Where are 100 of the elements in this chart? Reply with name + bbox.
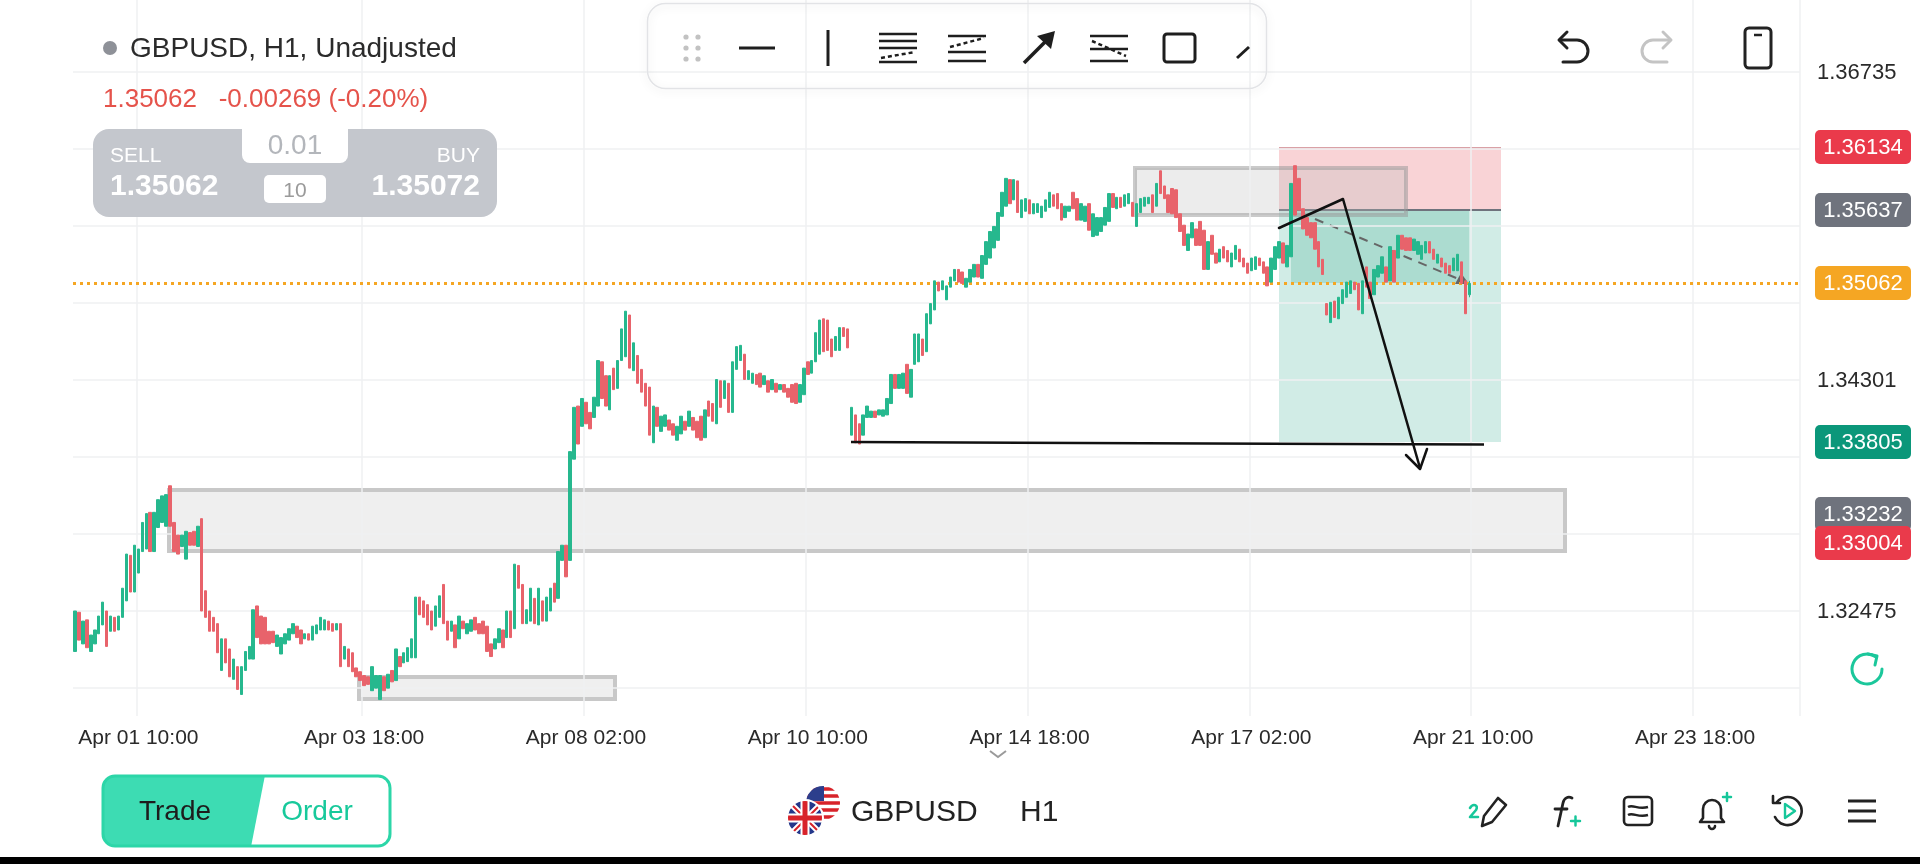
x-tick-label: Apr 10 10:00 <box>747 725 868 748</box>
candlestick <box>1008 179 1012 205</box>
candlestick <box>1087 203 1091 231</box>
candlestick <box>1408 237 1412 251</box>
text: Order <box>281 795 353 826</box>
candlestick <box>378 675 382 701</box>
y-tick-label: 1.32475 <box>1817 597 1897 623</box>
candlestick <box>1083 205 1087 222</box>
candlestick <box>723 380 726 399</box>
candlestick <box>398 656 402 668</box>
candlestick <box>414 596 417 659</box>
candlestick <box>921 338 924 356</box>
candlestick <box>917 333 920 363</box>
candlestick <box>850 406 853 436</box>
candlestick <box>1107 193 1111 222</box>
annotation: 1.35072 <box>371 168 480 201</box>
candlestick <box>1147 196 1150 205</box>
candlestick <box>727 382 730 413</box>
candlestick <box>1293 165 1297 216</box>
candlestick <box>232 658 235 680</box>
candlestick <box>271 630 275 644</box>
candlestick <box>1012 179 1015 201</box>
candlestick <box>469 619 473 632</box>
candlestick <box>576 405 580 445</box>
text: GBPUSD, H1, Unadjusted <box>130 32 457 63</box>
candlestick <box>533 597 536 625</box>
candlestick <box>897 373 901 389</box>
candlestick <box>1357 282 1360 311</box>
text: 1.33805 <box>1823 429 1903 454</box>
candlestick <box>537 587 540 626</box>
candlestick <box>418 596 421 616</box>
candlestick <box>1222 246 1225 259</box>
candlestick <box>509 610 512 639</box>
candlestick <box>1063 205 1067 219</box>
candlestick <box>755 373 758 386</box>
x-tick-label: Apr 08 02:00 <box>525 725 647 748</box>
candlestick <box>1036 203 1039 214</box>
candlestick <box>699 415 703 441</box>
candlestick <box>358 671 362 682</box>
candlestick <box>747 370 750 381</box>
candlestick <box>751 372 754 384</box>
candlestick <box>770 379 774 391</box>
candlestick <box>580 397 584 427</box>
candlestick <box>1468 280 1471 298</box>
candlestick <box>263 616 267 645</box>
candlestick <box>1151 194 1154 214</box>
candlestick <box>164 494 168 527</box>
text: GBPUSD <box>851 794 978 827</box>
x-tick-label: Apr 17 02:00 <box>1191 725 1312 748</box>
candlestick <box>695 420 699 439</box>
candlestick <box>683 420 687 431</box>
candlestick <box>1032 203 1035 215</box>
candlestick <box>390 669 394 683</box>
candlestick <box>453 624 457 649</box>
candlestick <box>1456 253 1459 272</box>
candlestick <box>743 353 746 381</box>
candlestick <box>1159 170 1162 195</box>
candlestick <box>343 645 346 660</box>
candlestick <box>822 318 825 353</box>
candlestick <box>366 676 370 685</box>
candlestick <box>184 530 188 560</box>
candlestick <box>794 382 798 405</box>
candlestick <box>505 610 508 639</box>
candlestick <box>461 620 465 630</box>
candlestick <box>299 629 303 645</box>
candlestick <box>450 620 453 632</box>
candlestick <box>711 403 714 422</box>
candlestick <box>937 281 940 292</box>
candlestick <box>81 620 85 645</box>
candlestick <box>1380 256 1384 274</box>
candlestick <box>719 380 722 408</box>
candlestick <box>703 409 707 439</box>
ref-line-label: 1.35062 <box>1823 270 1903 296</box>
candlestick <box>612 367 615 391</box>
candlestick <box>838 327 841 351</box>
candlestick <box>1396 234 1400 259</box>
candlestick <box>905 363 909 394</box>
candlestick <box>236 666 239 690</box>
annotation: BUY <box>436 142 480 166</box>
candlestick <box>1111 193 1115 208</box>
candlestick <box>913 333 916 365</box>
candlestick <box>854 414 857 444</box>
annotation: 1.35062 <box>110 168 219 201</box>
y-tick-label: 1.36735 <box>1817 58 1897 84</box>
candlestick <box>113 616 116 632</box>
candlestick <box>1329 301 1332 324</box>
candlestick <box>1052 194 1055 207</box>
candlestick <box>323 619 326 631</box>
candlestick <box>715 379 718 425</box>
candlestick <box>608 375 611 411</box>
candlestick <box>529 587 532 622</box>
candlestick <box>220 638 223 671</box>
candlestick <box>901 372 905 389</box>
candlestick <box>873 410 877 418</box>
candlestick <box>386 673 390 689</box>
candlestick <box>362 675 366 687</box>
candlestick <box>1127 193 1130 205</box>
text: 1.35637 <box>1823 197 1903 222</box>
candlestick <box>73 610 77 652</box>
candlestick <box>188 532 192 546</box>
